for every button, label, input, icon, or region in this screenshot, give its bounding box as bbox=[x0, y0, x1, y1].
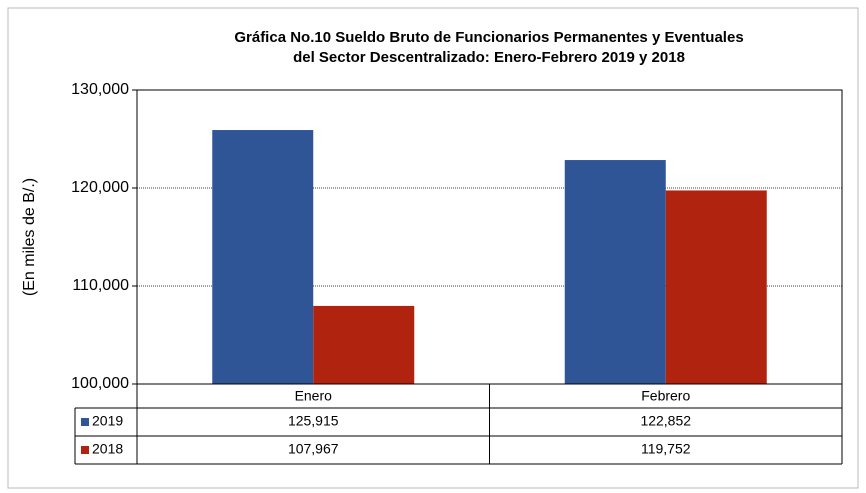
chart-title: del Sector Descentralizado: Enero-Febrer… bbox=[293, 49, 685, 66]
legend-label: 2019 bbox=[92, 413, 123, 429]
chart-title: Gráfica No.10 Sueldo Bruto de Funcionari… bbox=[234, 29, 743, 46]
bar bbox=[665, 190, 767, 384]
x-tick-label: Enero bbox=[295, 388, 333, 404]
y-tick-label: 100,000 bbox=[71, 375, 129, 392]
y-tick-label: 110,000 bbox=[72, 277, 129, 294]
y-tick-label: 130,000 bbox=[71, 81, 129, 98]
legend-swatch bbox=[81, 446, 89, 454]
y-axis-label: (En miles de B/.) bbox=[21, 178, 38, 296]
bar bbox=[564, 160, 666, 384]
bar bbox=[313, 305, 415, 384]
y-tick-label: 120,000 bbox=[71, 179, 129, 196]
data-label: 122,852 bbox=[640, 413, 691, 429]
legend-swatch bbox=[81, 418, 89, 426]
data-label: 107,967 bbox=[288, 441, 339, 457]
data-label: 119,752 bbox=[641, 441, 691, 457]
x-tick-label: Febrero bbox=[641, 388, 690, 404]
legend-label: 2018 bbox=[92, 441, 123, 457]
bar bbox=[212, 130, 314, 384]
data-label: 125,915 bbox=[288, 413, 339, 429]
